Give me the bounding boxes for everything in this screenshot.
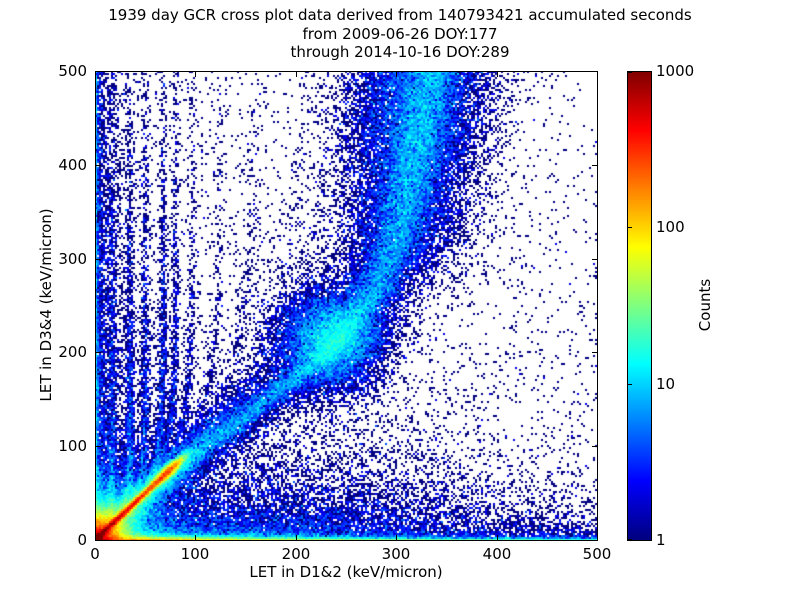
title-line-1: 1939 day GCR cross plot data derived fro… bbox=[108, 6, 692, 24]
colorbar-label: Counts bbox=[696, 278, 714, 332]
y-tick bbox=[96, 446, 101, 447]
y-tick-label: 0 bbox=[77, 531, 87, 549]
y-tick-label: 300 bbox=[58, 250, 87, 268]
heatmap-canvas bbox=[95, 71, 597, 540]
x-tick-label: 200 bbox=[281, 545, 311, 563]
x-tick-top bbox=[95, 72, 96, 77]
colorbar-tick bbox=[628, 384, 632, 385]
colorbar-tick-label: 1000 bbox=[656, 62, 695, 80]
y-tick-label: 100 bbox=[58, 437, 87, 455]
y-tick bbox=[96, 540, 101, 541]
y-tick bbox=[96, 71, 101, 72]
colorbar-tick bbox=[628, 72, 632, 73]
title-line-3: through 2014-10-16 DOY:289 bbox=[290, 43, 510, 61]
y-tick bbox=[96, 165, 101, 166]
colorbar-tick bbox=[628, 227, 632, 228]
y-tick-right bbox=[592, 259, 597, 260]
x-tick bbox=[296, 535, 297, 540]
colorbar-tick-label: 100 bbox=[656, 218, 685, 236]
y-tick bbox=[96, 352, 101, 353]
x-tick bbox=[396, 535, 397, 540]
y-tick-right bbox=[592, 352, 597, 353]
colorbar-tick-label: 10 bbox=[656, 375, 676, 393]
x-tick-top bbox=[597, 72, 598, 77]
x-tick bbox=[497, 535, 498, 540]
x-axis-label: LET in D1&2 (keV/micron) bbox=[249, 563, 443, 581]
y-axis-label: LET in D3&4 (keV/micron) bbox=[37, 208, 55, 402]
x-tick-label: 500 bbox=[582, 545, 612, 563]
y-tick-right bbox=[592, 165, 597, 166]
y-tick bbox=[96, 259, 101, 260]
y-tick-label: 500 bbox=[58, 62, 87, 80]
x-tick-label: 300 bbox=[381, 545, 411, 563]
x-tick-label: 100 bbox=[180, 545, 210, 563]
x-tick-top bbox=[195, 72, 196, 77]
colorbar-tick-label: 1 bbox=[656, 531, 666, 549]
x-tick-top bbox=[497, 72, 498, 77]
x-tick-label: 0 bbox=[90, 545, 100, 563]
title-line-2: from 2009-06-26 DOY:177 bbox=[302, 25, 498, 43]
x-tick-label: 400 bbox=[482, 545, 512, 563]
y-tick-right bbox=[592, 540, 597, 541]
y-tick-label: 200 bbox=[58, 343, 87, 361]
x-tick bbox=[597, 535, 598, 540]
y-tick-right bbox=[592, 71, 597, 72]
y-tick-label: 400 bbox=[58, 156, 87, 174]
x-tick bbox=[95, 535, 96, 540]
x-tick-top bbox=[396, 72, 397, 77]
x-tick-top bbox=[296, 72, 297, 77]
colorbar-tick bbox=[628, 539, 632, 540]
x-tick bbox=[195, 535, 196, 540]
colorbar-canvas bbox=[627, 71, 651, 540]
y-tick-right bbox=[592, 446, 597, 447]
